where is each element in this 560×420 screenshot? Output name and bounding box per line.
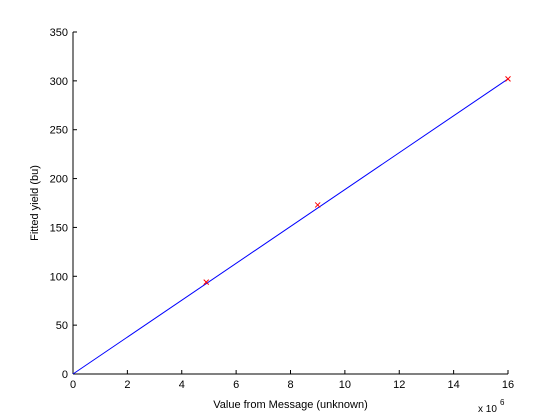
x-axis-label: Value from Message (unknown) bbox=[213, 399, 367, 411]
data-point-stroke bbox=[314, 202, 321, 208]
y-axis-label: Fitted yield (bu) bbox=[29, 165, 41, 241]
y-tick-label: 200 bbox=[50, 174, 68, 186]
x-tick-label: 14 bbox=[448, 379, 460, 391]
y-tick-label: 350 bbox=[50, 27, 68, 39]
y-tick-label: 300 bbox=[50, 76, 68, 88]
fit-line bbox=[72, 78, 509, 375]
x-axis-multiplier: x 10 bbox=[478, 404, 497, 415]
y-axis-ticks: 0 50 100 150 200 250 300 350 bbox=[50, 27, 77, 381]
x-tick-label: 12 bbox=[393, 379, 405, 391]
y-tick-label: 150 bbox=[50, 222, 68, 234]
x-tick-label: 6 bbox=[233, 379, 239, 391]
x-tick-label: 16 bbox=[502, 379, 514, 391]
y-tick-label: 50 bbox=[56, 320, 68, 332]
series-layer bbox=[72, 76, 511, 375]
y-tick-label: 100 bbox=[50, 271, 68, 283]
y-tick-label: 250 bbox=[50, 125, 68, 137]
data-point-stroke bbox=[505, 76, 511, 82]
x-tick-label: 4 bbox=[179, 379, 185, 391]
data-point-stroke bbox=[203, 279, 210, 286]
x-tick-label: 10 bbox=[339, 379, 351, 391]
x-tick-label: 0 bbox=[70, 379, 76, 391]
data-point bbox=[314, 202, 321, 208]
data-point bbox=[203, 279, 210, 286]
x-axis-multiplier-exponent: 6 bbox=[500, 398, 505, 407]
x-tick-label: 2 bbox=[124, 379, 130, 391]
x-tick-label: 8 bbox=[287, 379, 293, 391]
data-point bbox=[505, 76, 511, 82]
y-tick-label: 0 bbox=[62, 369, 68, 381]
x-axis-ticks: 0 2 4 6 8 10 12 14 16 bbox=[70, 370, 514, 391]
